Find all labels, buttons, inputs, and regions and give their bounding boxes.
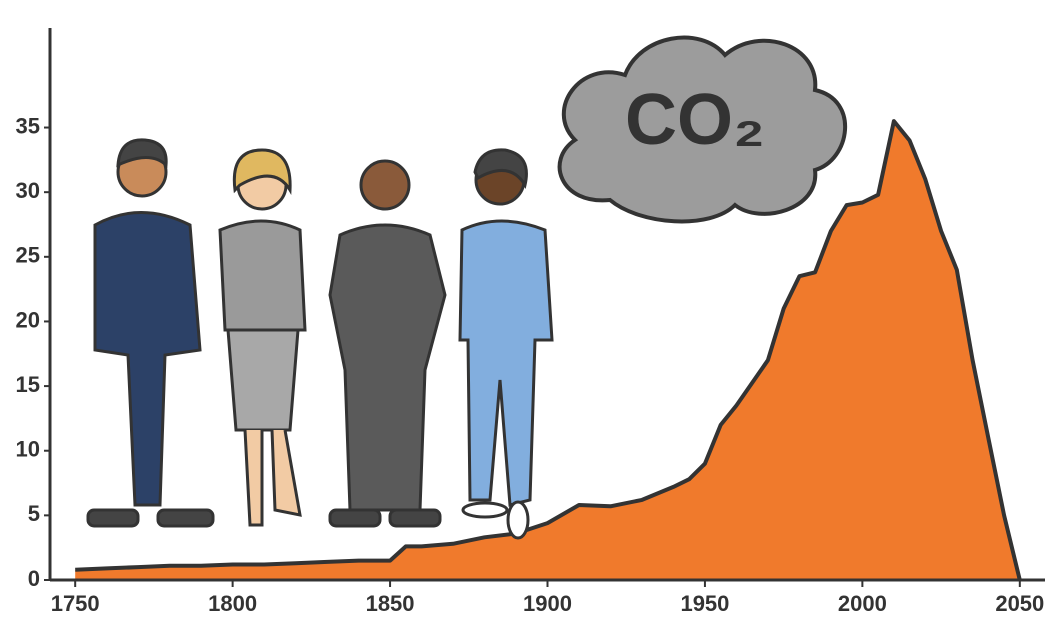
x-tick-label: 1750 <box>51 591 100 616</box>
shoe <box>508 502 528 538</box>
y-tick-label: 30 <box>16 178 40 203</box>
shoe <box>158 510 213 526</box>
skirt <box>228 330 298 430</box>
cloud: CO₂ <box>560 38 846 222</box>
co2-label: CO₂ <box>625 80 765 160</box>
head <box>361 161 409 209</box>
suit <box>330 225 445 510</box>
x-tick-label: 1900 <box>523 591 572 616</box>
plot <box>75 121 1020 580</box>
suit <box>460 221 552 505</box>
shoe <box>330 510 380 526</box>
chart: CO₂ 0 5 10 15 20 25 30 35 1750 1800 1850 1900 1950 20… <box>0 0 1050 622</box>
jacket <box>220 221 305 330</box>
legs <box>245 430 300 525</box>
suit <box>95 213 200 506</box>
y-tick-label: 5 <box>28 501 40 526</box>
y-tick-label: 20 <box>16 307 40 332</box>
y-tick-label: 35 <box>16 113 40 138</box>
people-illustration <box>88 140 552 538</box>
shoe <box>88 510 138 526</box>
shoe <box>390 510 440 526</box>
y-tick-label: 15 <box>16 372 40 397</box>
x-tick-label: 2000 <box>838 591 887 616</box>
shoe <box>463 503 507 517</box>
x-tick-label: 1800 <box>208 591 257 616</box>
y-tick-label: 0 <box>28 566 40 591</box>
x-tick-label: 1950 <box>680 591 729 616</box>
y-tick-label: 25 <box>16 243 40 268</box>
x-tick-label: 1850 <box>366 591 415 616</box>
y-tick-label: 10 <box>16 437 40 462</box>
x-tick-label: 2050 <box>995 591 1044 616</box>
